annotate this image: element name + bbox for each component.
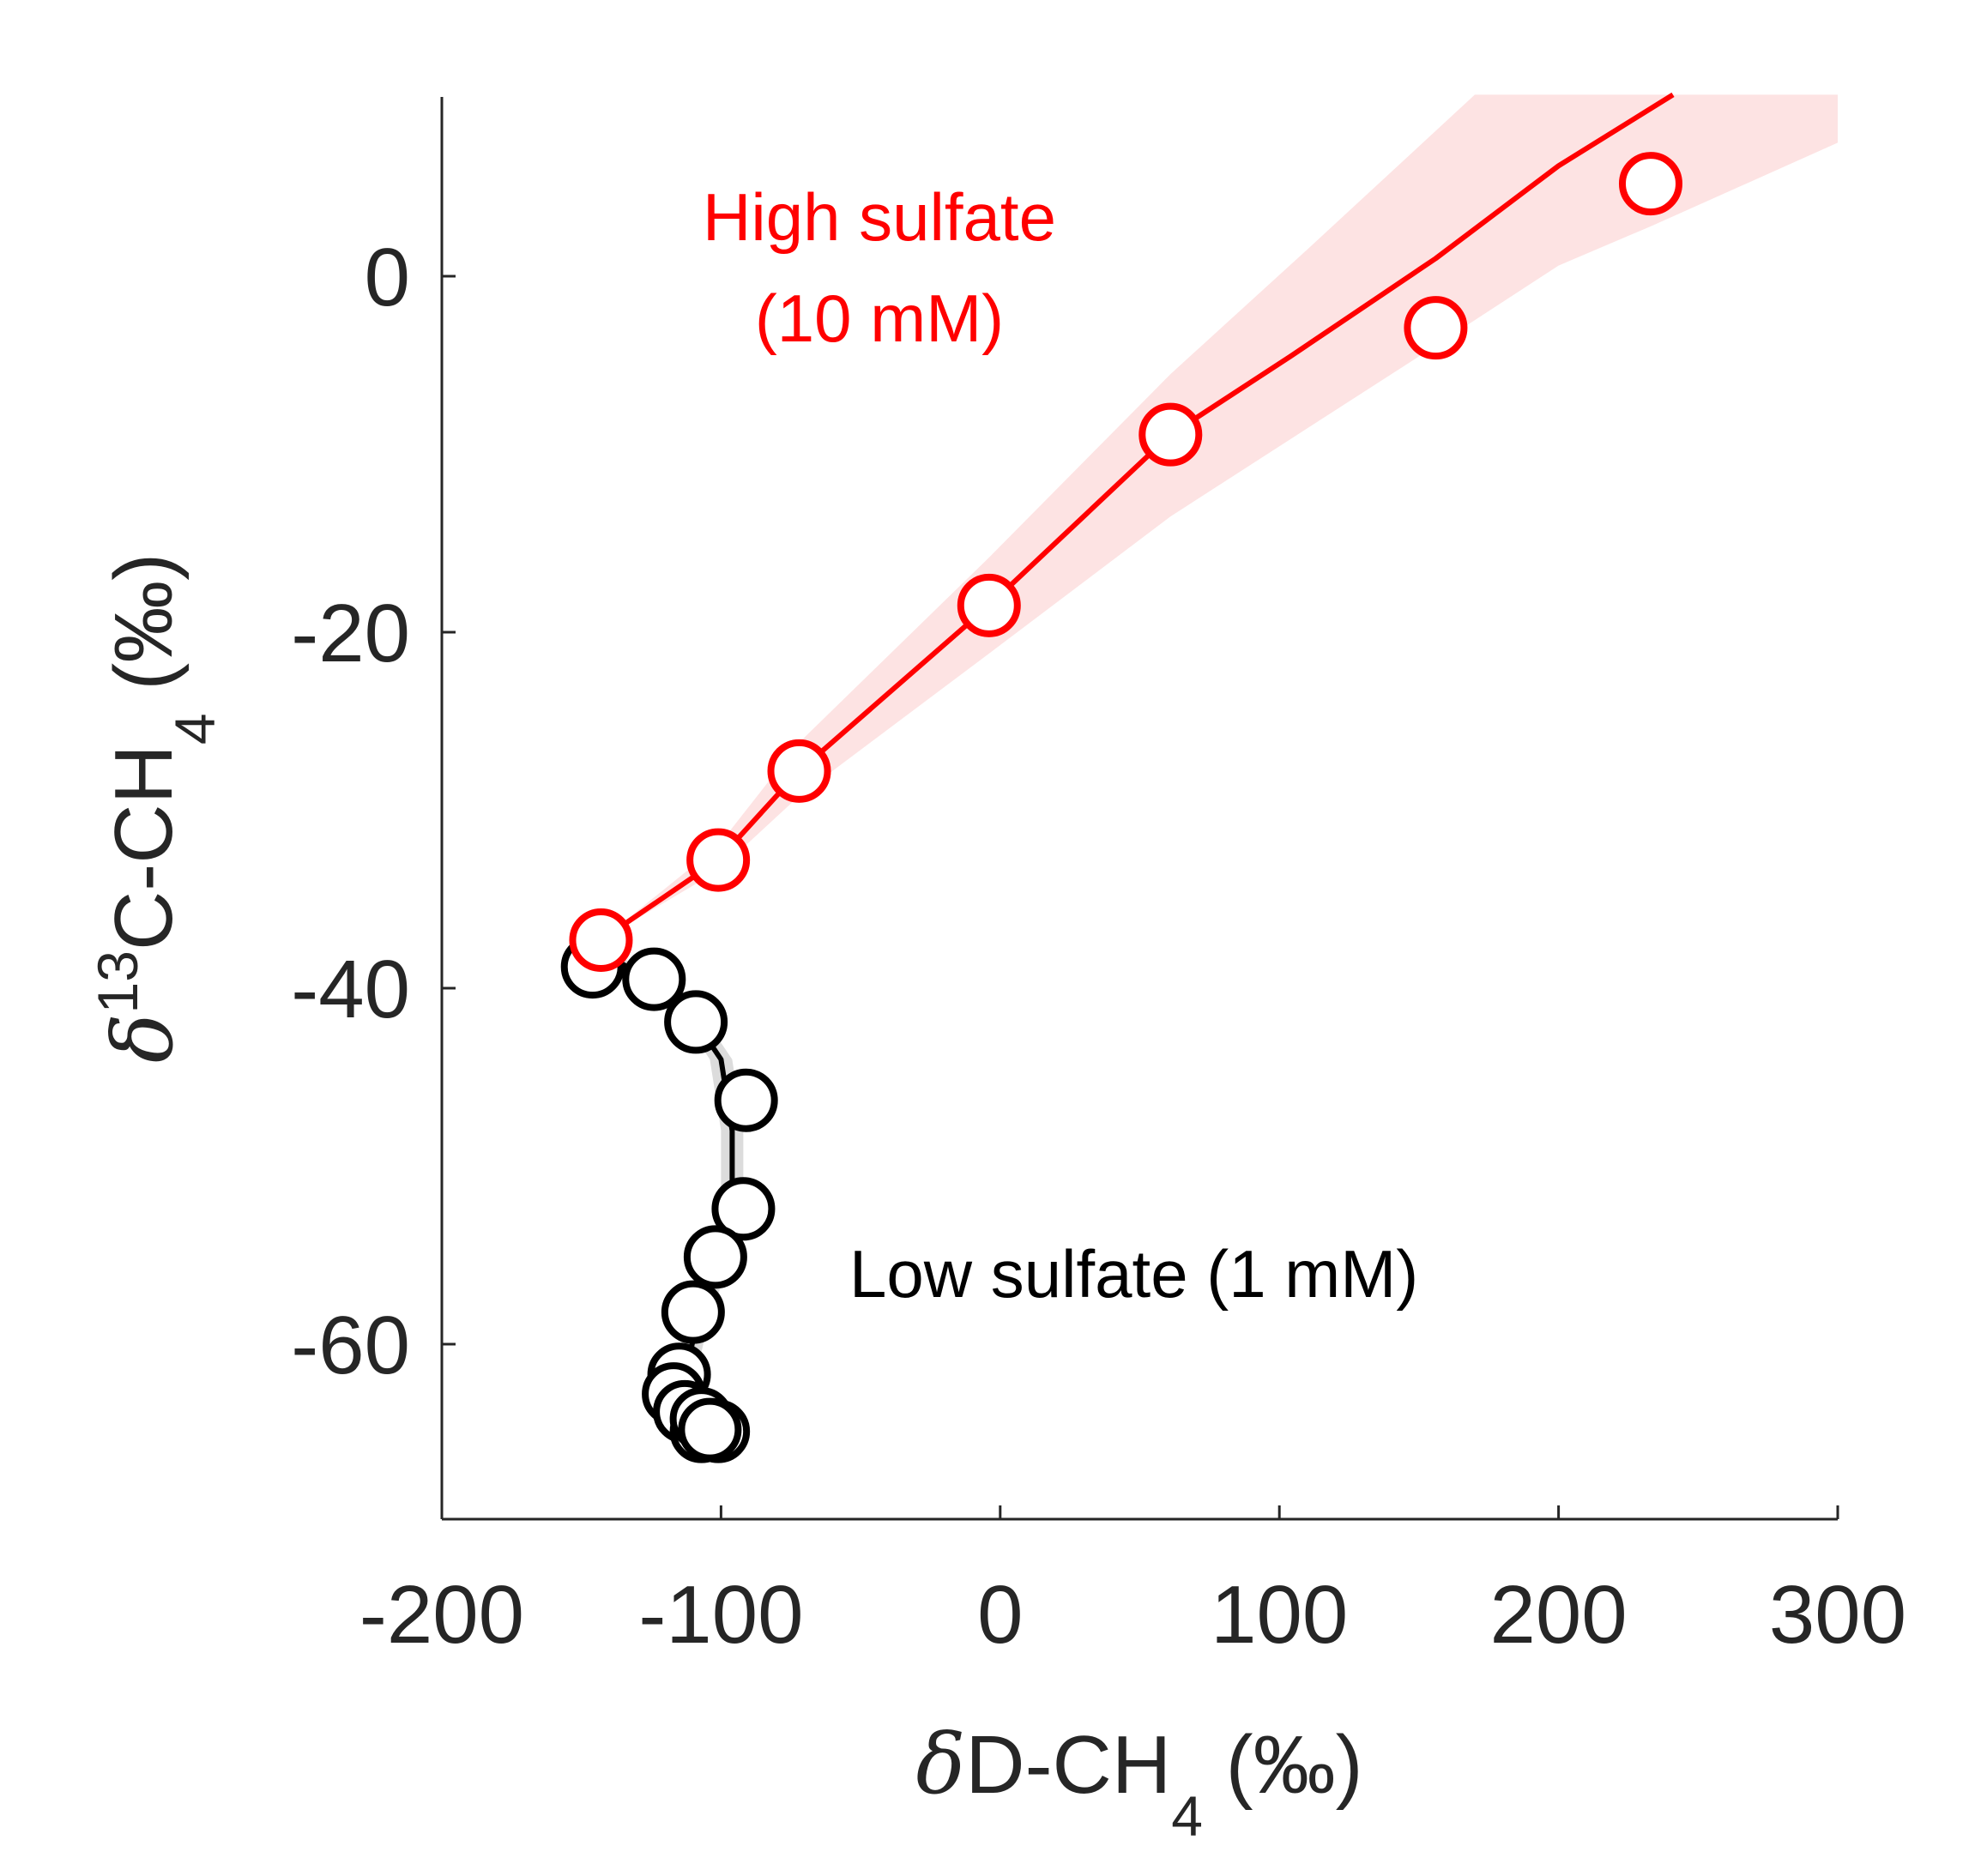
low-sulfate-point xyxy=(661,1280,725,1344)
low-sulfate-point xyxy=(714,1068,778,1132)
x-ticks: -200 -100 0 100 200 300 xyxy=(359,1505,1906,1661)
y-tick-label: -40 xyxy=(291,944,410,1035)
x-tick-label: 300 xyxy=(1769,1569,1906,1661)
high-sulfate-point xyxy=(767,739,831,803)
low-sulfate-point xyxy=(678,1397,742,1462)
y-tick-label: 0 xyxy=(365,232,410,323)
high-sulfate-point xyxy=(1138,402,1203,467)
y-axis-title-sub: 4 xyxy=(163,713,226,745)
y-axis-title-unit: (‰) xyxy=(98,553,190,714)
x-tick-label: -200 xyxy=(359,1569,524,1661)
x-tick-label: 0 xyxy=(977,1569,1023,1661)
low-sulfate-point xyxy=(664,990,728,1054)
x-axis-title-sub: 4 xyxy=(1171,1784,1203,1848)
annotation-low-sulfate: Low sulfate (1 mM) xyxy=(849,1236,1418,1312)
x-tick-label: 200 xyxy=(1490,1569,1628,1661)
x-axis-title-unit: (‰) xyxy=(1203,1719,1363,1811)
annotation-high-sulfate-line2: (10 mM) xyxy=(755,280,1004,356)
y-axis-title-delta: δ xyxy=(95,1013,191,1063)
x-axis-title: δD-CH4 (‰) xyxy=(915,1716,1362,1848)
low-sulfate-point xyxy=(683,1225,747,1289)
y-tick-label: -20 xyxy=(291,588,410,679)
y-ticks: 0 -20 -40 -60 xyxy=(291,232,456,1391)
x-tick-label: 100 xyxy=(1211,1569,1348,1661)
y-tick-label: -60 xyxy=(291,1300,410,1391)
x-tick-label: -100 xyxy=(638,1569,803,1661)
x-axis-title-delta: δ xyxy=(915,1716,965,1813)
y-axis-title-sup: 13 xyxy=(86,950,149,1013)
high-sulfate-point xyxy=(686,828,751,892)
low-sulfate-point xyxy=(711,1177,776,1241)
x-axis-title-main: D-CH xyxy=(965,1719,1171,1811)
annotation-high-sulfate-line1: High sulfate xyxy=(703,179,1056,255)
high-sulfate-point xyxy=(1404,296,1468,360)
y-axis-title-main: C-CH xyxy=(98,745,190,950)
low-sulfate-point xyxy=(622,947,686,1011)
axes xyxy=(440,97,1838,1521)
data-points xyxy=(560,152,1682,1463)
high-sulfate-point xyxy=(569,908,633,972)
high-sulfate-point xyxy=(1618,152,1682,216)
y-axis-title: δ13C-CH4 (‰) xyxy=(86,553,226,1064)
high-sulfate-point xyxy=(957,573,1021,637)
